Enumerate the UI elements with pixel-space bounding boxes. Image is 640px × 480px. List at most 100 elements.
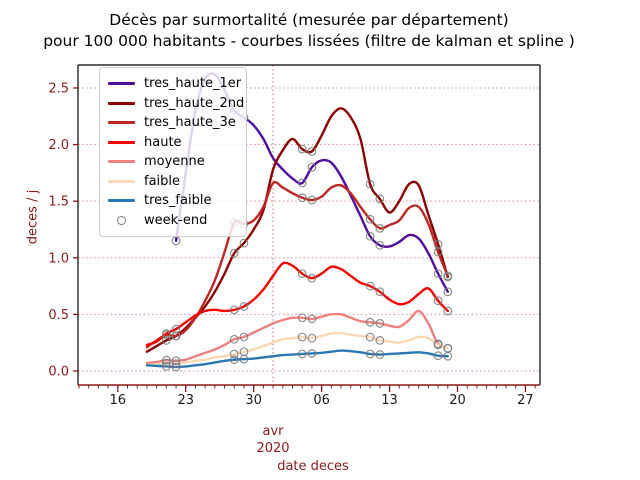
weekend-marker-tres_haute_3e xyxy=(443,271,453,281)
weekend-marker-tres_haute_1er xyxy=(433,269,443,279)
y-tick-label: 2.5 xyxy=(48,81,69,96)
legend-label: moyenne xyxy=(144,154,205,170)
legend-line-icon xyxy=(108,101,135,105)
legend-line-icon xyxy=(108,140,135,144)
weekend-marker-haute xyxy=(307,273,317,283)
weekend-marker-faible xyxy=(307,333,317,343)
legend-label: haute xyxy=(144,134,182,150)
weekend-marker-moyenne xyxy=(171,356,181,366)
legend-line-icon xyxy=(108,82,135,86)
weekend-marker-haute xyxy=(443,306,453,316)
weekend-marker-moyenne xyxy=(239,332,249,342)
weekend-marker-haute xyxy=(171,324,181,334)
weekend-marker-faible xyxy=(171,359,181,369)
weekend-marker-haute xyxy=(161,329,171,339)
weekend-marker-faible xyxy=(365,332,375,342)
weekend-marker-tres_haute_2nd xyxy=(229,248,239,258)
chart-title-line1: Décès par surmortalité (mesurée par dépa… xyxy=(109,11,509,29)
weekend-marker-icon xyxy=(108,215,135,225)
weekend-marker-moyenne xyxy=(297,313,307,323)
weekend-marker-moyenne xyxy=(307,314,317,324)
weekend-marker-tres_haute_3e xyxy=(375,223,385,233)
legend-line-icon xyxy=(108,199,135,203)
legend-item-tres_haute_3e: tres_haute_3e xyxy=(108,113,238,133)
weekend-marker-tres_faible xyxy=(375,350,385,359)
y-tick-label: 0.5 xyxy=(48,308,69,323)
weekend-marker-moyenne xyxy=(229,334,239,344)
legend: tres_haute_1er tres_haute_2nd tres_haute_3… xyxy=(99,67,247,237)
x-tick-label: 23 xyxy=(177,393,194,408)
series-line-tres_faible xyxy=(145,349,449,369)
weekend-marker-moyenne xyxy=(161,355,171,365)
weekend-marker-haute xyxy=(375,287,385,297)
legend-line-icon xyxy=(108,179,135,183)
weekend-marker-tres_haute_1er xyxy=(297,178,307,188)
legend-line-icon xyxy=(108,160,135,164)
legend-label: tres_faible xyxy=(144,193,212,209)
series-line-tres_haute_3e xyxy=(145,180,449,349)
legend-label: tres_haute_2nd xyxy=(144,95,245,111)
weekend-marker-tres_haute_1er xyxy=(307,162,317,172)
weekend-marker-tres_faible xyxy=(171,362,181,372)
weekend-marker-moyenne xyxy=(365,317,375,327)
weekend-marker-tres_haute_3e xyxy=(307,195,317,205)
legend-item-tres_faible: tres_faible xyxy=(108,191,238,211)
weekend-marker-tres_faible xyxy=(365,349,375,359)
weekend-marker-haute xyxy=(433,296,443,306)
series-line-faible xyxy=(145,331,449,367)
x-axis-year-label: 2020 xyxy=(256,441,290,456)
legend-label: week-end xyxy=(144,212,208,228)
y-axis-label: deces / j xyxy=(25,189,41,245)
weekend-marker-faible xyxy=(433,340,443,350)
chart-title-line2: pour 100 000 habitants - courbes lissées… xyxy=(43,32,575,50)
weekend-marker-haute xyxy=(297,269,307,279)
x-tick-label: 20 xyxy=(449,393,466,408)
weekend-marker-tres_haute_1er xyxy=(365,231,375,241)
weekend-marker-tres_faible xyxy=(307,349,317,358)
y-tick-label: 1.0 xyxy=(48,251,69,266)
weekend-marker-tres_haute_2nd xyxy=(307,146,317,156)
legend-item-tres_haute_1er: tres_haute_1er xyxy=(108,74,242,94)
legend-line-icon xyxy=(108,121,135,125)
weekend-marker-faible xyxy=(297,332,307,342)
weekend-marker-tres_haute_2nd xyxy=(161,336,171,345)
x-axis-month-label: avr xyxy=(262,424,284,439)
weekend-marker-tres_faible xyxy=(161,362,171,371)
weekend-marker-tres_haute_2nd xyxy=(375,194,385,204)
x-tick-label: 06 xyxy=(313,393,330,408)
weekend-marker-tres_faible xyxy=(229,355,239,365)
weekend-marker-tres_faible xyxy=(433,351,443,361)
legend-item-haute: haute xyxy=(108,133,238,153)
weekend-marker-faible xyxy=(229,349,239,359)
weekend-marker-moyenne xyxy=(375,319,385,328)
x-tick-label: 13 xyxy=(381,393,398,408)
weekend-marker-tres_haute_3e xyxy=(297,193,307,203)
weekend-marker-tres_haute_3e xyxy=(171,331,181,341)
weekend-marker-haute xyxy=(239,302,249,311)
weekend-marker-tres_haute_2nd xyxy=(239,238,249,248)
weekend-marker-tres_haute_1er xyxy=(375,240,385,250)
legend-item-tres_haute_2nd: tres_haute_2nd xyxy=(108,94,244,114)
y-tick-label: 2.0 xyxy=(48,138,69,153)
weekend-marker-tres_faible xyxy=(297,349,307,359)
y-tick-label: 1.5 xyxy=(48,195,69,210)
weekend-marker-faible xyxy=(375,336,385,345)
weekend-marker-haute xyxy=(365,281,375,291)
weekend-marker-tres_haute_3e xyxy=(365,214,375,224)
x-axis-label: date deces xyxy=(277,459,349,474)
weekend-marker-tres_haute_2nd xyxy=(365,179,375,189)
weekend-marker-haute xyxy=(229,305,239,315)
x-tick-label: 16 xyxy=(110,393,127,408)
chart-title: Décès par surmortalité (mesurée par dépa… xyxy=(43,10,575,52)
weekend-marker-tres_faible xyxy=(443,351,453,361)
legend-label: tres_haute_1er xyxy=(144,76,242,92)
legend-item-faible: faible xyxy=(108,172,238,192)
legend-label: tres_haute_3e xyxy=(144,115,236,131)
weekend-marker-faible xyxy=(161,358,171,368)
x-tick-label: 27 xyxy=(517,393,534,408)
legend-item-moyenne: moyenne xyxy=(108,152,238,172)
legend-label: faible xyxy=(144,173,181,189)
series-line-moyenne xyxy=(145,309,449,365)
